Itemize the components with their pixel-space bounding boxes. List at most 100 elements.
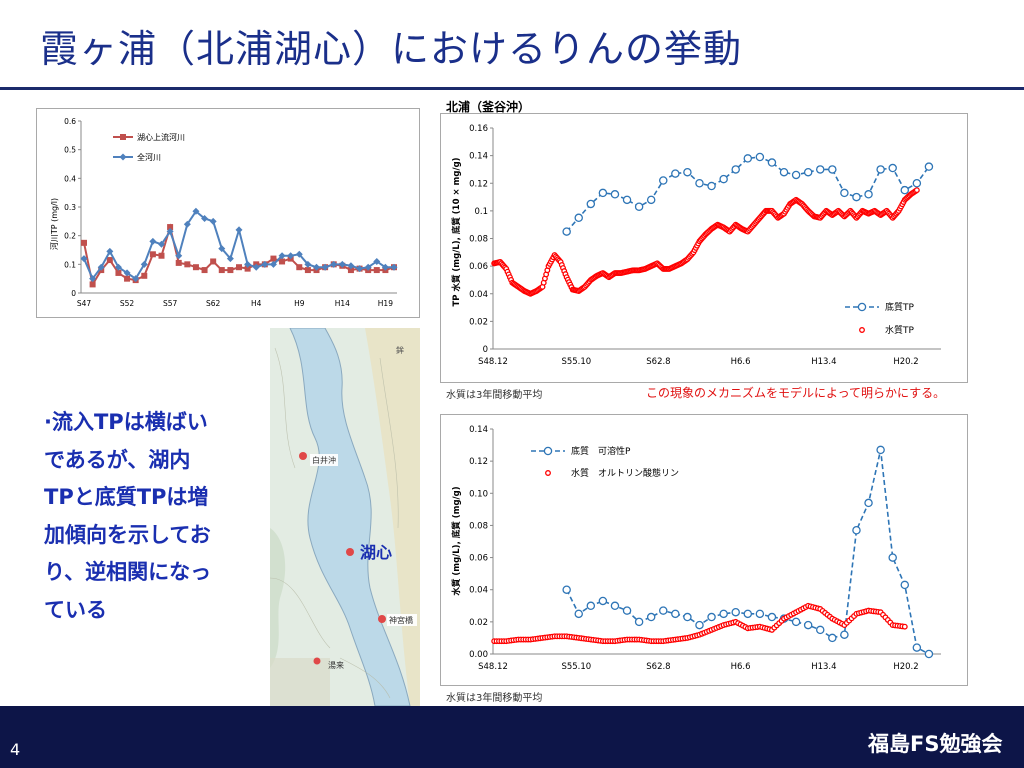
data-point — [659, 606, 668, 615]
data-point — [610, 190, 620, 199]
data-point — [373, 267, 380, 274]
data-point — [244, 260, 252, 268]
data-point — [562, 227, 571, 236]
data-point — [278, 252, 286, 260]
data-point — [743, 609, 753, 619]
x-tick-label: S62.8 — [646, 357, 670, 367]
data-point — [106, 247, 114, 255]
data-point — [201, 267, 208, 274]
map-marker — [299, 452, 307, 460]
data-point — [373, 257, 381, 265]
page-number: 4 — [10, 740, 21, 759]
data-point — [888, 553, 897, 562]
data-point — [852, 526, 861, 535]
data-point — [695, 179, 704, 188]
data-point — [586, 601, 596, 611]
mechanism-note: この現象のメカニズムをモデルによって明らかにする。 — [646, 386, 946, 400]
data-point — [183, 220, 191, 228]
y-tick-label: 0.2 — [64, 232, 76, 241]
data-point — [166, 227, 174, 235]
x-tick-label: S55.10 — [561, 357, 591, 367]
y-tick-label: 0.12 — [469, 179, 488, 189]
legend-marker — [545, 470, 551, 476]
lake-map-drawing: 白井沖 神宮橋 湯来 鉾 湖心 — [270, 328, 420, 706]
y-tick-label: 0.3 — [64, 203, 76, 212]
lake-center-label: 湖心 — [360, 543, 392, 562]
y-tick-label: 0.10 — [469, 489, 488, 499]
x-tick-label: H14 — [335, 299, 350, 308]
data-point — [695, 620, 704, 630]
y-tick-label: 0.14 — [469, 425, 488, 435]
series-line-sediment — [566, 156, 930, 233]
legend-marker — [859, 327, 865, 333]
data-point — [876, 445, 885, 455]
data-point — [167, 224, 174, 231]
data-point — [140, 260, 148, 268]
map-marker — [378, 615, 386, 623]
data-point — [707, 612, 716, 622]
data-point — [912, 643, 922, 652]
footer-bar — [0, 706, 1024, 768]
legend-label: 水質 オルトリン酸態リン — [571, 467, 679, 479]
data-point — [610, 601, 620, 611]
data-point — [269, 260, 277, 268]
data-point — [175, 259, 182, 266]
x-tick-label: S52 — [120, 299, 135, 308]
data-point — [562, 585, 571, 594]
x-tick-label: H13.4 — [811, 357, 836, 367]
data-point — [97, 263, 105, 271]
data-point — [924, 649, 934, 659]
data-point — [634, 202, 644, 211]
title-divider — [0, 87, 1024, 90]
data-point — [364, 263, 372, 271]
tp-chart-note: 水質は3年間移動平均 — [446, 390, 543, 401]
data-point — [719, 609, 728, 619]
data-point — [89, 281, 96, 288]
legend-marker — [119, 153, 127, 161]
x-tick-label: S55.10 — [561, 662, 591, 672]
data-point — [296, 264, 303, 271]
data-point — [828, 165, 837, 174]
data-point — [755, 609, 765, 619]
x-tick-label: S48.12 — [478, 662, 508, 672]
data-point — [803, 167, 813, 177]
data-point — [226, 255, 234, 263]
x-tick-label: H4 — [251, 299, 262, 308]
data-point — [683, 612, 692, 622]
data-point — [913, 187, 920, 194]
y-tick-label: 0.1 — [474, 207, 488, 217]
data-point — [124, 275, 131, 282]
data-point — [201, 214, 209, 222]
data-point — [313, 263, 320, 271]
data-point — [900, 580, 910, 590]
y-tick-label: 0.12 — [469, 457, 488, 467]
bullet-line: り、逆相関になっ — [44, 560, 212, 584]
bullet-line: であるが、湖内 — [44, 447, 191, 472]
data-point — [287, 252, 295, 260]
legend-marker — [120, 134, 126, 140]
data-point — [114, 263, 122, 271]
data-point — [89, 275, 97, 283]
data-point — [767, 612, 777, 622]
y-tick-label: 0.08 — [469, 521, 488, 531]
y-tick-label: 0.02 — [469, 618, 488, 628]
y-tick-label: 0.02 — [469, 317, 488, 327]
data-point — [815, 165, 825, 174]
y-tick-label: 0 — [483, 345, 488, 355]
data-point — [338, 260, 346, 268]
y-tick-label: 0.5 — [64, 146, 76, 155]
tp-chart: TP 水質 (mg/L), 底質 (10 × mg/g) 0 0.02 0.04 0.… — [451, 124, 941, 367]
map-place-label: 白井沖 — [312, 455, 336, 465]
x-tick-label: H19 — [378, 299, 393, 308]
data-point — [149, 237, 157, 245]
data-point — [81, 239, 87, 246]
data-point — [900, 185, 910, 195]
data-point — [236, 264, 242, 271]
data-point — [731, 165, 740, 174]
page-title: 霞ヶ浦（北浦湖心）におけるりんの挙動 — [40, 27, 743, 71]
data-point — [390, 263, 398, 271]
data-point — [209, 217, 217, 225]
data-point — [767, 158, 777, 167]
data-point — [840, 188, 849, 198]
data-point — [218, 245, 226, 253]
